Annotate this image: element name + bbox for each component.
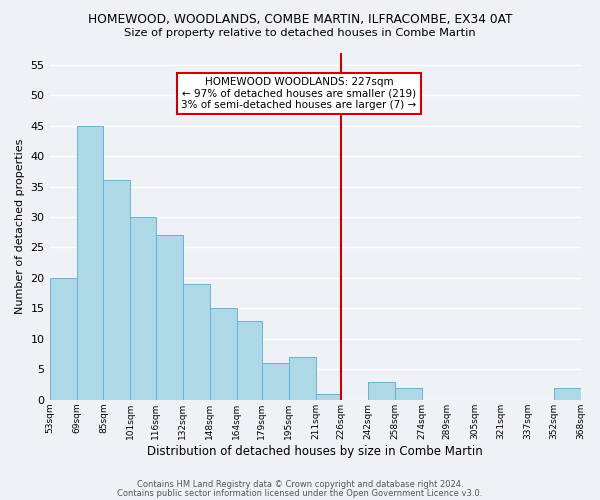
Bar xyxy=(50,278,77,400)
X-axis label: Distribution of detached houses by size in Combe Martin: Distribution of detached houses by size … xyxy=(147,444,483,458)
Bar xyxy=(289,357,316,400)
Bar xyxy=(183,284,209,400)
Bar xyxy=(395,388,422,400)
Bar xyxy=(236,320,262,400)
Text: Size of property relative to detached houses in Combe Martin: Size of property relative to detached ho… xyxy=(124,28,476,38)
Bar xyxy=(262,363,289,400)
Text: HOMEWOOD WOODLANDS: 227sqm
← 97% of detached houses are smaller (219)
3% of semi: HOMEWOOD WOODLANDS: 227sqm ← 97% of deta… xyxy=(181,77,417,110)
Bar xyxy=(209,308,236,400)
Text: Contains HM Land Registry data © Crown copyright and database right 2024.: Contains HM Land Registry data © Crown c… xyxy=(137,480,463,489)
Bar xyxy=(156,236,183,400)
Bar xyxy=(130,217,156,400)
Y-axis label: Number of detached properties: Number of detached properties xyxy=(15,138,25,314)
Bar xyxy=(77,126,103,400)
Text: HOMEWOOD, WOODLANDS, COMBE MARTIN, ILFRACOMBE, EX34 0AT: HOMEWOOD, WOODLANDS, COMBE MARTIN, ILFRA… xyxy=(88,12,512,26)
Text: Contains public sector information licensed under the Open Government Licence v3: Contains public sector information licen… xyxy=(118,489,482,498)
Bar xyxy=(316,394,341,400)
Bar xyxy=(103,180,130,400)
Bar xyxy=(368,382,395,400)
Bar xyxy=(554,388,581,400)
